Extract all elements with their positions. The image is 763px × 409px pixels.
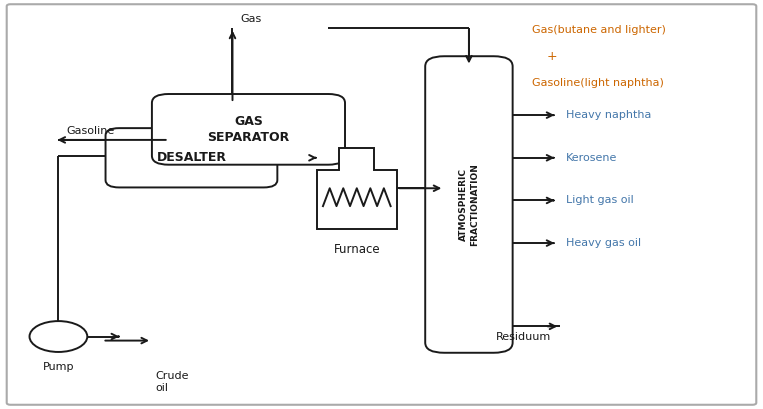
Text: Kerosene: Kerosene: [566, 153, 617, 163]
Text: +: +: [547, 50, 558, 63]
Text: Residuum: Residuum: [495, 333, 551, 342]
Text: Heavy naphtha: Heavy naphtha: [566, 110, 652, 120]
Text: Pump: Pump: [43, 362, 74, 372]
FancyBboxPatch shape: [425, 56, 513, 353]
Text: Crude
oil: Crude oil: [156, 371, 189, 393]
Text: Gasoline(light naphtha): Gasoline(light naphtha): [532, 78, 664, 88]
FancyBboxPatch shape: [105, 128, 277, 187]
Text: DESALTER: DESALTER: [156, 151, 227, 164]
Text: Gas: Gas: [240, 14, 262, 24]
Text: Gas(butane and lighter): Gas(butane and lighter): [532, 25, 665, 35]
Polygon shape: [317, 148, 397, 229]
Text: GAS
SEPARATOR: GAS SEPARATOR: [208, 115, 290, 144]
Text: ATMOSPHERIC
FRACTIONATION: ATMOSPHERIC FRACTIONATION: [459, 163, 479, 246]
Text: Furnace: Furnace: [333, 243, 380, 256]
Text: Light gas oil: Light gas oil: [566, 196, 633, 205]
Text: Heavy gas oil: Heavy gas oil: [566, 238, 641, 248]
FancyBboxPatch shape: [152, 94, 345, 165]
FancyBboxPatch shape: [7, 4, 756, 405]
Text: Gasoline: Gasoline: [66, 126, 114, 136]
